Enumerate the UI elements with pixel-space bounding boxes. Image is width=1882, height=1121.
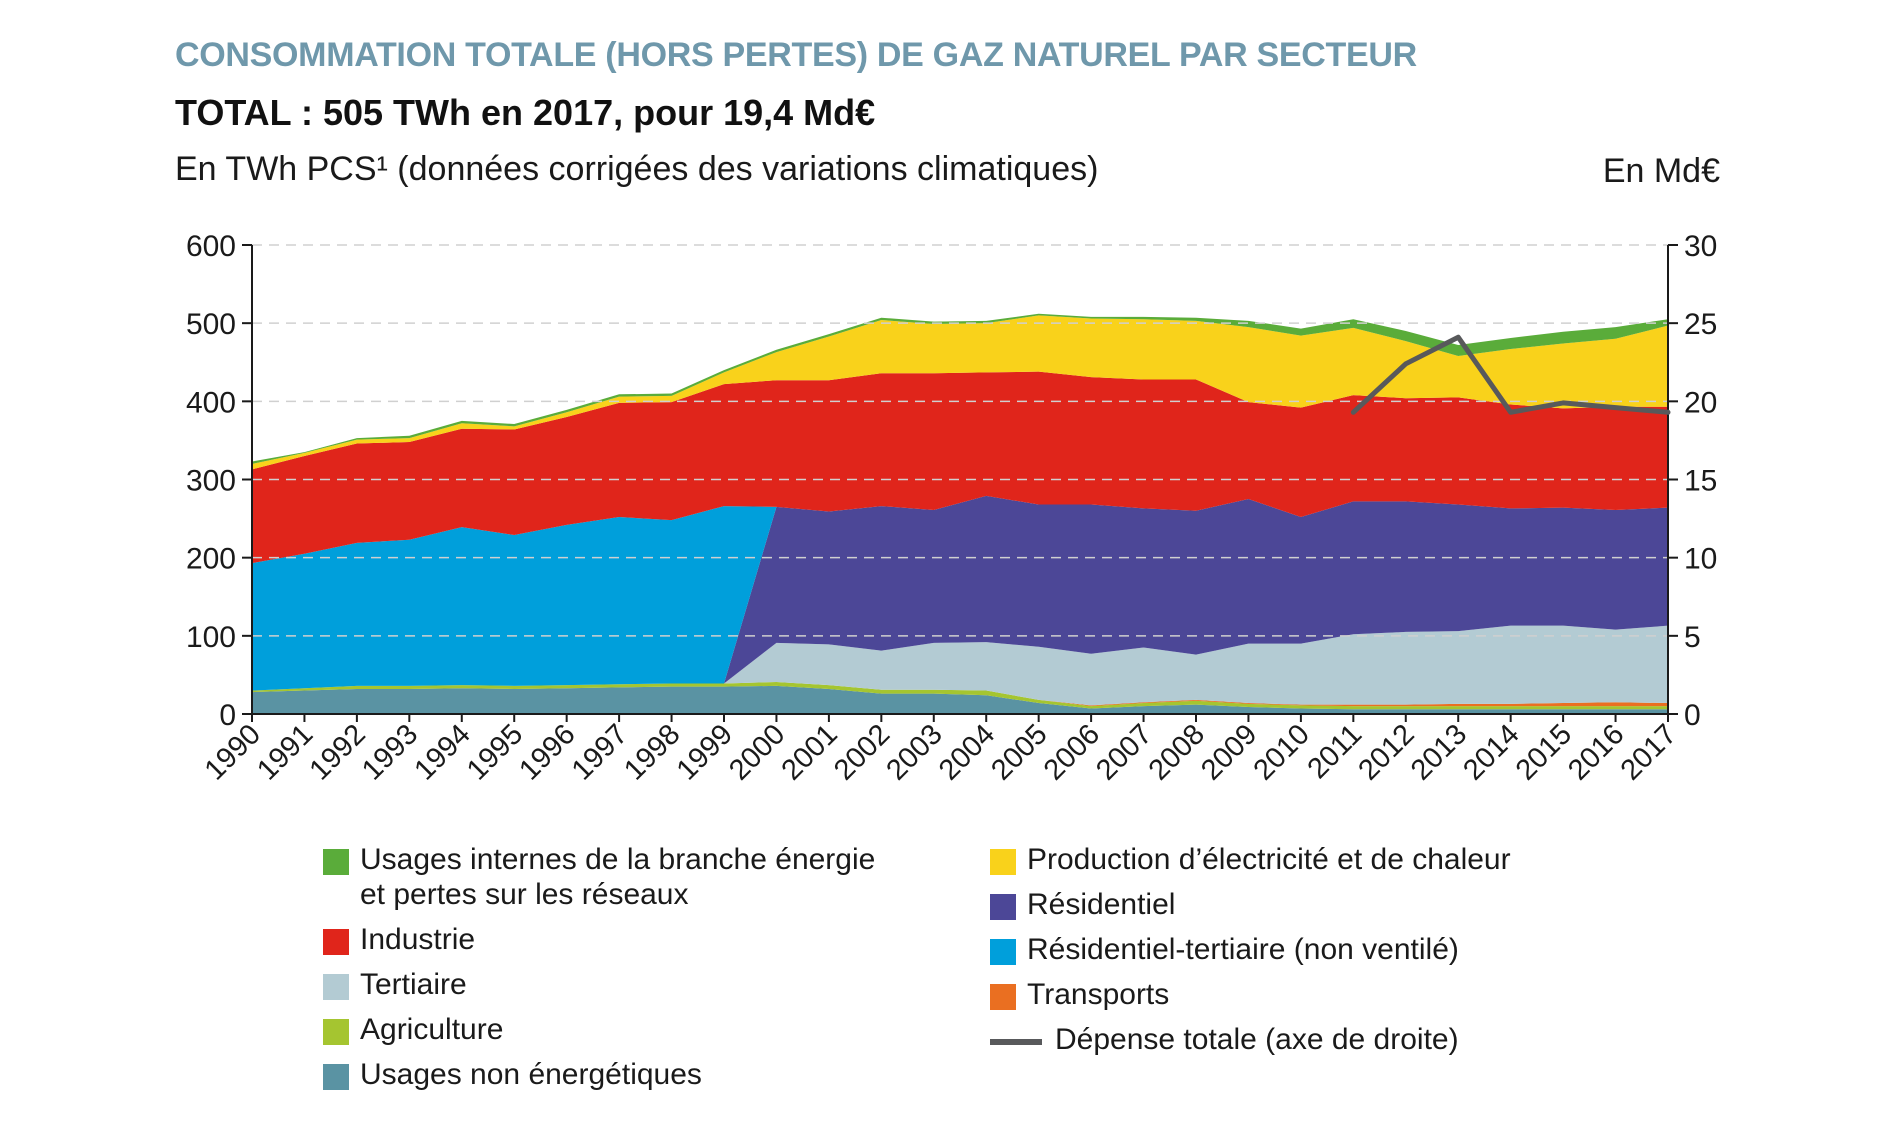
area-series-0 bbox=[252, 685, 1668, 714]
legend-label: Usages internes de la branche énergie bbox=[360, 843, 876, 876]
left-axis-unit: En TWh PCS¹ (données corrigées des varia… bbox=[175, 150, 1099, 188]
x-tick-label: 2009 bbox=[1195, 718, 1263, 786]
legend-label: Dépense totale (axe de droite) bbox=[1055, 1023, 1459, 1056]
legend-label: Résidentiel-tertiaire (non ventilé) bbox=[1027, 933, 1459, 966]
x-tick-label: 1995 bbox=[461, 718, 529, 786]
legend-swatch bbox=[990, 849, 1016, 875]
area-series-3 bbox=[252, 625, 1668, 706]
legend-item-residentiel: Résidentiel bbox=[990, 887, 1511, 922]
legend-label: Tertiaire bbox=[360, 968, 467, 1001]
legend-item-residentiel-tertiaire: Résidentiel-tertiaire (non ventilé) bbox=[990, 932, 1511, 967]
left-tick-label: 200 bbox=[186, 543, 236, 576]
right-axis-unit: En Md€ bbox=[1602, 152, 1720, 190]
right-tick-label: 15 bbox=[1684, 465, 1717, 498]
legend-swatch bbox=[323, 1019, 349, 1045]
chart-title: CONSOMMATION TOTALE (HORS PERTES) DE GAZ… bbox=[175, 36, 1417, 74]
legend-item-transports: Transports bbox=[990, 977, 1511, 1012]
area-series-7 bbox=[252, 315, 1668, 470]
right-tick-label: 30 bbox=[1684, 230, 1717, 263]
left-tick-label: 100 bbox=[186, 621, 236, 654]
right-tick-label: 20 bbox=[1684, 386, 1717, 419]
left-tick-label: 500 bbox=[186, 308, 236, 341]
legend-label: Résidentiel bbox=[1027, 888, 1176, 921]
legend-column-left: Usages internes de la branche énergie et… bbox=[323, 842, 875, 1102]
left-tick-label: 300 bbox=[186, 465, 236, 498]
legend-item-usages-non-energetiques: Usages non énergétiques bbox=[323, 1057, 875, 1092]
legend-swatch bbox=[990, 984, 1016, 1010]
legend-label: Transports bbox=[1027, 978, 1170, 1011]
area-series-5 bbox=[252, 495, 1668, 691]
area-series-1 bbox=[252, 681, 1668, 710]
x-tick-label: 1998 bbox=[618, 718, 686, 786]
x-tick-label: 2003 bbox=[880, 718, 948, 786]
legend-swatch bbox=[990, 894, 1016, 920]
expense-line bbox=[1350, 334, 1671, 415]
x-tick-label: 1991 bbox=[251, 718, 319, 786]
x-tick-label: 2012 bbox=[1352, 718, 1420, 786]
legend-label: Usages non énergétiques bbox=[360, 1058, 702, 1091]
right-tick-label: 25 bbox=[1684, 308, 1717, 341]
x-tick-label: 2013 bbox=[1405, 718, 1473, 786]
x-tick-label: 2002 bbox=[828, 718, 896, 786]
legend-swatch bbox=[323, 974, 349, 1000]
x-tick-label: 2017 bbox=[1615, 718, 1683, 786]
right-tick-label: 0 bbox=[1684, 699, 1701, 732]
legend-column-right: Production d’électricité et de chaleur R… bbox=[990, 842, 1511, 1067]
legend-swatch bbox=[990, 939, 1016, 965]
x-tick-label: 1992 bbox=[304, 718, 372, 786]
x-tick-label: 1996 bbox=[513, 718, 581, 786]
x-tick-label: 2007 bbox=[1090, 718, 1158, 786]
area-series-6 bbox=[252, 371, 1668, 564]
x-tick-label: 2001 bbox=[776, 718, 844, 786]
x-tick-label: 2015 bbox=[1510, 718, 1578, 786]
left-tick-label: 400 bbox=[186, 386, 236, 419]
left-tick-label: 0 bbox=[219, 699, 236, 732]
legend-item-depense-totale: Dépense totale (axe de droite) bbox=[990, 1022, 1511, 1057]
legend-item-tertiaire: Tertiaire bbox=[323, 967, 875, 1002]
legend-item-production-electricite: Production d’électricité et de chaleur bbox=[990, 842, 1511, 877]
chart-subtitle: TOTAL : 505 TWh en 2017, pour 19,4 Md€ bbox=[175, 92, 876, 133]
x-tick-label: 2011 bbox=[1302, 718, 1369, 785]
left-tick-label: 600 bbox=[186, 230, 236, 263]
x-tick-label: 2006 bbox=[1038, 718, 1106, 786]
x-tick-label: 2004 bbox=[933, 718, 1001, 786]
legend-swatch bbox=[323, 929, 349, 955]
stacked-area-chart: 0100200300400500600051015202530199019911… bbox=[186, 230, 1717, 787]
x-tick-label: 2005 bbox=[985, 718, 1053, 786]
x-tick-label: 1999 bbox=[671, 718, 739, 786]
x-tick-label: 1990 bbox=[199, 718, 267, 786]
x-tick-label: 2008 bbox=[1143, 718, 1211, 786]
x-tick-label: 1997 bbox=[566, 718, 634, 786]
x-tick-label: 1994 bbox=[408, 718, 476, 786]
area-series-4 bbox=[252, 495, 1668, 691]
x-tick-label: 2016 bbox=[1562, 718, 1630, 786]
legend-line-swatch bbox=[990, 1039, 1042, 1045]
legend-item-usages-internes: Usages internes de la branche énergie et… bbox=[323, 842, 875, 912]
legend-swatch bbox=[323, 1064, 349, 1090]
legend-label-line2: et pertes sur les réseaux bbox=[360, 878, 689, 911]
right-tick-label: 10 bbox=[1684, 543, 1717, 576]
x-tick-label: 1993 bbox=[356, 718, 424, 786]
legend-swatch bbox=[323, 849, 349, 875]
x-tick-label: 2000 bbox=[723, 718, 791, 786]
x-tick-label: 2010 bbox=[1248, 718, 1316, 786]
x-tick-label: 2014 bbox=[1457, 718, 1525, 786]
legend-item-industrie: Industrie bbox=[323, 922, 875, 957]
legend-label: Industrie bbox=[360, 923, 476, 956]
legend-item-agriculture: Agriculture bbox=[323, 1012, 875, 1047]
area-series-2 bbox=[252, 681, 1668, 707]
right-tick-label: 5 bbox=[1684, 621, 1701, 654]
legend-label: Agriculture bbox=[360, 1013, 504, 1046]
legend-label: Production d’électricité et de chaleur bbox=[1027, 843, 1511, 876]
